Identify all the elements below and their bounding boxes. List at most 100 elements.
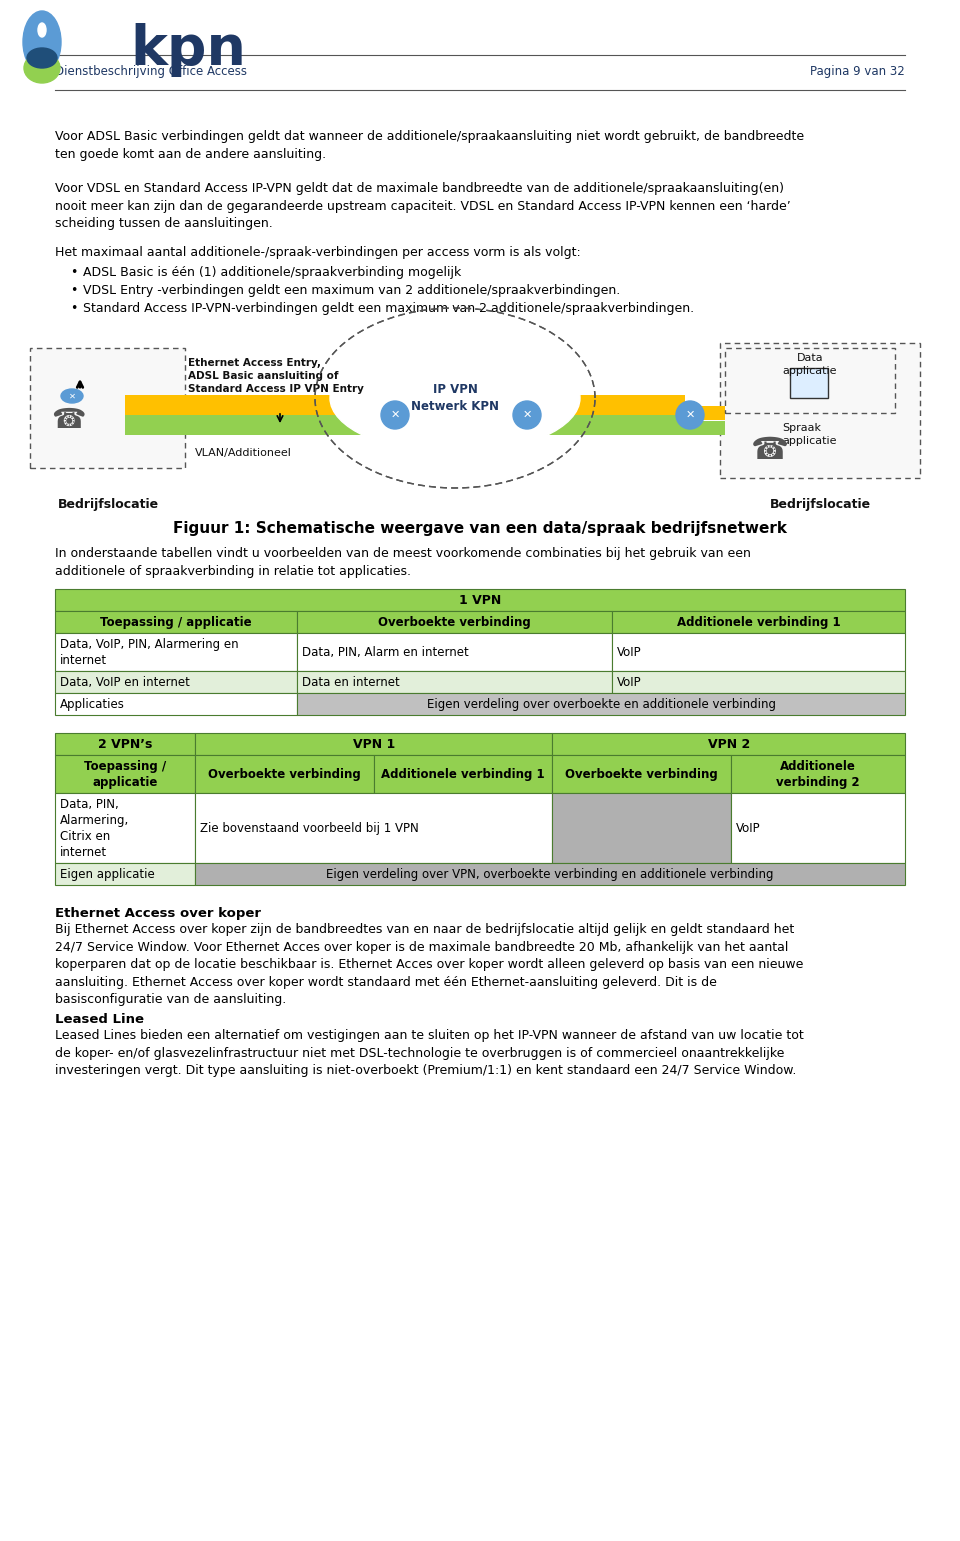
FancyBboxPatch shape <box>298 693 905 715</box>
Text: Standard Access IP-VPN-verbindingen geldt een maximum van 2 additionele/spraakve: Standard Access IP-VPN-verbindingen geld… <box>83 302 694 314</box>
Text: Data, VoIP, PIN, Alarmering en
internet: Data, VoIP, PIN, Alarmering en internet <box>60 638 239 667</box>
Text: Bij Ethernet Access over koper zijn de bandbreedtes van en naar de bedrijfslocat: Bij Ethernet Access over koper zijn de b… <box>55 923 804 1006</box>
Text: Applicaties: Applicaties <box>60 698 125 710</box>
FancyBboxPatch shape <box>530 415 685 435</box>
Ellipse shape <box>27 48 57 68</box>
Ellipse shape <box>676 401 704 428</box>
FancyBboxPatch shape <box>30 348 185 468</box>
FancyBboxPatch shape <box>552 794 731 863</box>
Text: Dienstbeschrijving Office Access: Dienstbeschrijving Office Access <box>55 65 247 79</box>
FancyBboxPatch shape <box>55 610 298 633</box>
Text: Bedrijfslocatie: Bedrijfslocatie <box>58 498 158 512</box>
Text: kpn: kpn <box>130 23 246 77</box>
FancyBboxPatch shape <box>298 610 612 633</box>
Text: Data, PIN,
Alarmering,
Citrix en
internet: Data, PIN, Alarmering, Citrix en interne… <box>60 798 130 858</box>
Text: VPN 2: VPN 2 <box>708 738 750 750</box>
FancyBboxPatch shape <box>373 755 552 794</box>
FancyBboxPatch shape <box>55 589 905 610</box>
Text: Figuur 1: Schematische weergave van een data/spraak bedrijfsnetwerk: Figuur 1: Schematische weergave van een … <box>173 521 787 536</box>
Ellipse shape <box>38 23 46 37</box>
FancyBboxPatch shape <box>125 415 390 435</box>
FancyBboxPatch shape <box>55 693 298 715</box>
Text: VoIP: VoIP <box>616 675 641 689</box>
Text: Voor ADSL Basic verbindingen geldt dat wanneer de additionele/spraakaansluiting : Voor ADSL Basic verbindingen geldt dat w… <box>55 129 804 160</box>
FancyBboxPatch shape <box>55 863 195 885</box>
FancyBboxPatch shape <box>790 368 828 398</box>
FancyBboxPatch shape <box>731 755 905 794</box>
FancyBboxPatch shape <box>125 394 390 415</box>
Text: ✕: ✕ <box>522 410 532 421</box>
Text: ✕: ✕ <box>68 391 76 401</box>
FancyBboxPatch shape <box>195 734 552 755</box>
Text: •: • <box>70 267 78 279</box>
Text: Data en internet: Data en internet <box>302 675 400 689</box>
Text: Overboekte verbinding: Overboekte verbinding <box>208 767 361 780</box>
Text: ☎: ☎ <box>751 436 789 464</box>
FancyBboxPatch shape <box>612 670 905 693</box>
Text: Ethernet Access Entry,
ADSL Basic aansluiting of
Standard Access IP VPN Entry: Ethernet Access Entry, ADSL Basic aanslu… <box>188 358 364 393</box>
Text: ADSL Basic is één (1) additionele/spraakverbinding mogelijk: ADSL Basic is één (1) additionele/spraak… <box>83 267 461 279</box>
Text: Eigen verdeling over VPN, overboekte verbinding en additionele verbinding: Eigen verdeling over VPN, overboekte ver… <box>326 868 774 880</box>
Text: VPN 1: VPN 1 <box>352 738 395 750</box>
Text: Ethernet Access over koper: Ethernet Access over koper <box>55 908 261 920</box>
Text: Eigen verdeling over overboekte en additionele verbinding: Eigen verdeling over overboekte en addit… <box>426 698 776 710</box>
FancyBboxPatch shape <box>552 755 731 794</box>
Text: Spraak
applicatie: Spraak applicatie <box>782 422 836 447</box>
Text: Leased Lines bieden een alternatief om vestigingen aan te sluiten op het IP-VPN : Leased Lines bieden een alternatief om v… <box>55 1029 804 1077</box>
Ellipse shape <box>61 388 83 404</box>
FancyBboxPatch shape <box>195 794 552 863</box>
FancyBboxPatch shape <box>530 394 685 415</box>
FancyBboxPatch shape <box>55 670 298 693</box>
FancyBboxPatch shape <box>298 670 612 693</box>
FancyBboxPatch shape <box>685 421 725 435</box>
FancyBboxPatch shape <box>725 348 895 413</box>
Text: Het maximaal aantal additionele-/spraak-verbindingen per access vorm is als volg: Het maximaal aantal additionele-/spraak-… <box>55 247 581 259</box>
Text: ☎: ☎ <box>51 405 85 435</box>
Text: •: • <box>70 284 78 297</box>
Text: VDSL Entry -verbindingen geldt een maximum van 2 additionele/spraakverbindingen.: VDSL Entry -verbindingen geldt een maxim… <box>83 284 620 297</box>
FancyBboxPatch shape <box>720 344 920 478</box>
Text: 2 VPN’s: 2 VPN’s <box>98 738 153 750</box>
FancyBboxPatch shape <box>195 863 905 885</box>
Ellipse shape <box>24 52 60 83</box>
Text: Bedrijfslocatie: Bedrijfslocatie <box>769 498 871 512</box>
Text: Zie bovenstaand voorbeeld bij 1 VPN: Zie bovenstaand voorbeeld bij 1 VPN <box>201 821 419 835</box>
Text: Toepassing / applicatie: Toepassing / applicatie <box>100 615 252 629</box>
Text: Additionele
verbinding 2: Additionele verbinding 2 <box>776 760 860 789</box>
Text: Voor VDSL en Standard Access IP-VPN geldt dat de maximale bandbreedte van de add: Voor VDSL en Standard Access IP-VPN geld… <box>55 182 791 230</box>
Text: Toepassing /
applicatie: Toepassing / applicatie <box>84 760 166 789</box>
Text: Additionele verbinding 1: Additionele verbinding 1 <box>677 615 840 629</box>
FancyBboxPatch shape <box>612 610 905 633</box>
Text: Additionele verbinding 1: Additionele verbinding 1 <box>381 767 545 780</box>
Text: Overboekte verbinding: Overboekte verbinding <box>378 615 531 629</box>
Text: 1 VPN: 1 VPN <box>459 593 501 607</box>
Text: Overboekte verbinding: Overboekte verbinding <box>565 767 718 780</box>
FancyBboxPatch shape <box>685 405 725 421</box>
Text: Data, VoIP en internet: Data, VoIP en internet <box>60 675 190 689</box>
Text: In onderstaande tabellen vindt u voorbeelden van de meest voorkomende combinatie: In onderstaande tabellen vindt u voorbee… <box>55 547 751 578</box>
Text: ✕: ✕ <box>685 410 695 421</box>
Text: VLAN/Additioneel: VLAN/Additioneel <box>195 448 292 458</box>
Text: Pagina 9 van 32: Pagina 9 van 32 <box>810 65 905 79</box>
Text: Leased Line: Leased Line <box>55 1012 144 1026</box>
FancyBboxPatch shape <box>731 794 905 863</box>
Ellipse shape <box>330 344 580 453</box>
Text: •: • <box>70 302 78 314</box>
FancyBboxPatch shape <box>298 633 612 670</box>
FancyBboxPatch shape <box>612 633 905 670</box>
Text: VoIP: VoIP <box>735 821 760 835</box>
Text: ✕: ✕ <box>391 410 399 421</box>
Text: Data, PIN, Alarm en internet: Data, PIN, Alarm en internet <box>302 646 469 658</box>
Text: IP VPN
Netwerk KPN: IP VPN Netwerk KPN <box>411 384 499 413</box>
FancyBboxPatch shape <box>552 734 905 755</box>
FancyBboxPatch shape <box>55 755 195 794</box>
FancyBboxPatch shape <box>195 755 373 794</box>
FancyBboxPatch shape <box>55 633 298 670</box>
FancyBboxPatch shape <box>55 734 195 755</box>
Ellipse shape <box>513 401 541 428</box>
Text: VoIP: VoIP <box>616 646 641 658</box>
FancyBboxPatch shape <box>55 794 195 863</box>
Ellipse shape <box>23 11 61 72</box>
Ellipse shape <box>381 401 409 428</box>
Text: Data
applicatie: Data applicatie <box>782 353 837 376</box>
